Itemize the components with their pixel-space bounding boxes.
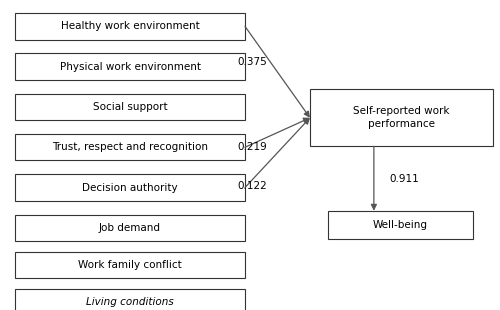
Text: Job demand: Job demand bbox=[99, 223, 161, 233]
Text: Decision authority: Decision authority bbox=[82, 183, 178, 193]
Text: 0.219: 0.219 bbox=[238, 142, 267, 152]
FancyBboxPatch shape bbox=[15, 252, 245, 278]
Text: Work family conflict: Work family conflict bbox=[78, 260, 182, 270]
FancyBboxPatch shape bbox=[328, 211, 472, 239]
FancyBboxPatch shape bbox=[15, 215, 245, 241]
Text: 0.122: 0.122 bbox=[238, 181, 267, 191]
Text: Self-reported work
performance: Self-reported work performance bbox=[353, 106, 450, 129]
Text: 0.375: 0.375 bbox=[238, 57, 267, 67]
Text: Trust, respect and recognition: Trust, respect and recognition bbox=[52, 142, 208, 152]
FancyBboxPatch shape bbox=[15, 289, 245, 310]
Text: Living conditions: Living conditions bbox=[86, 297, 174, 307]
FancyBboxPatch shape bbox=[15, 13, 245, 39]
Text: Social support: Social support bbox=[92, 102, 168, 112]
FancyBboxPatch shape bbox=[15, 174, 245, 201]
FancyBboxPatch shape bbox=[15, 54, 245, 80]
Text: 0.911: 0.911 bbox=[389, 174, 418, 184]
FancyBboxPatch shape bbox=[15, 94, 245, 120]
FancyBboxPatch shape bbox=[15, 134, 245, 161]
Text: Healthy work environment: Healthy work environment bbox=[60, 21, 200, 31]
Text: Well-being: Well-being bbox=[372, 220, 428, 230]
Text: Physical work environment: Physical work environment bbox=[60, 62, 200, 72]
FancyBboxPatch shape bbox=[310, 89, 492, 147]
